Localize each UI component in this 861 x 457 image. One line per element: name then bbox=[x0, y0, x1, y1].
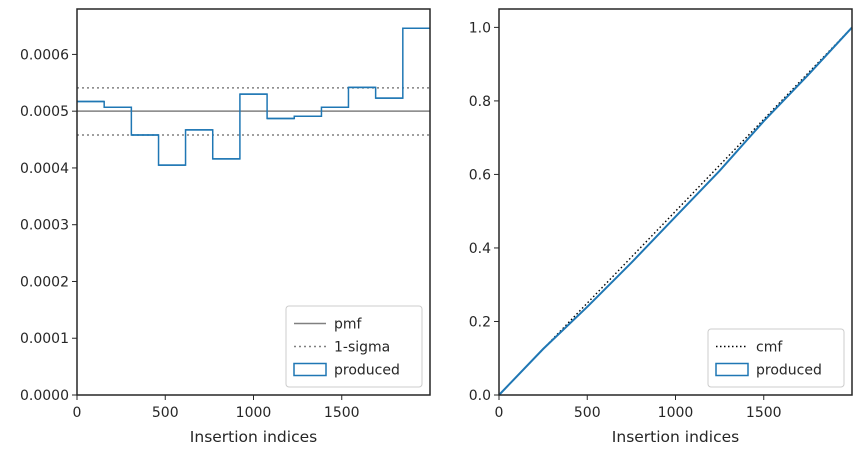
legend-handle-patch bbox=[715, 362, 749, 377]
x-tick-label: 0 bbox=[73, 405, 82, 421]
right-cumulative-chart: 0.0 0.2 0.4 0.6 0.8 1.0 0 500 1000 1500 Insertion … bbox=[469, 8, 853, 446]
legend-label: cmf bbox=[756, 340, 783, 356]
legend-label: produced bbox=[334, 363, 400, 379]
y-tick-label: 0.0000 bbox=[20, 388, 69, 404]
x-tick-label: 1000 bbox=[236, 405, 272, 421]
y-tick-label: 0.4 bbox=[469, 241, 491, 257]
legend-label: pmf bbox=[334, 317, 363, 333]
y-tick-label: 0.8 bbox=[469, 94, 491, 110]
x-tick-label: 500 bbox=[152, 405, 179, 421]
y-tick-label: 0.0003 bbox=[20, 218, 69, 234]
plot-frame bbox=[76, 8, 431, 396]
series-line-produced bbox=[498, 26, 853, 396]
x-tick-label: 1500 bbox=[324, 405, 360, 421]
x-tick-label: 0 bbox=[495, 405, 504, 421]
x-tick-label: 500 bbox=[574, 405, 601, 421]
legend-box bbox=[285, 305, 423, 388]
y-tick-label: 0.6 bbox=[469, 167, 491, 183]
legend-label: produced bbox=[756, 363, 822, 379]
y-tick-label: 1.0 bbox=[469, 20, 491, 36]
y-tick-label: 0.2 bbox=[469, 314, 491, 330]
x-axis-label: Insertion indices bbox=[612, 428, 739, 446]
y-tick-label: 0.0002 bbox=[20, 274, 69, 290]
y-tick-label: 0.0004 bbox=[20, 161, 69, 177]
histogram-step bbox=[77, 27, 430, 166]
y-tick-label: 0.0 bbox=[469, 388, 491, 404]
y-tick-label: 0.0006 bbox=[20, 47, 69, 63]
left-histogram-chart: 0.0000 0.0001 0.0002 0.0003 0.0004 0.0005 0.00… bbox=[20, 8, 431, 446]
plot-frame bbox=[498, 8, 853, 396]
y-tick-label: 0.0005 bbox=[20, 104, 69, 120]
x-tick-label: 1000 bbox=[658, 405, 694, 421]
legend-handle-patch bbox=[293, 362, 327, 377]
legend-box bbox=[707, 328, 845, 388]
y-tick-label: 0.0001 bbox=[20, 331, 69, 347]
legend-label: 1-sigma bbox=[334, 340, 390, 356]
x-tick-label: 1500 bbox=[746, 405, 782, 421]
x-axis-label: Insertion indices bbox=[190, 428, 317, 446]
